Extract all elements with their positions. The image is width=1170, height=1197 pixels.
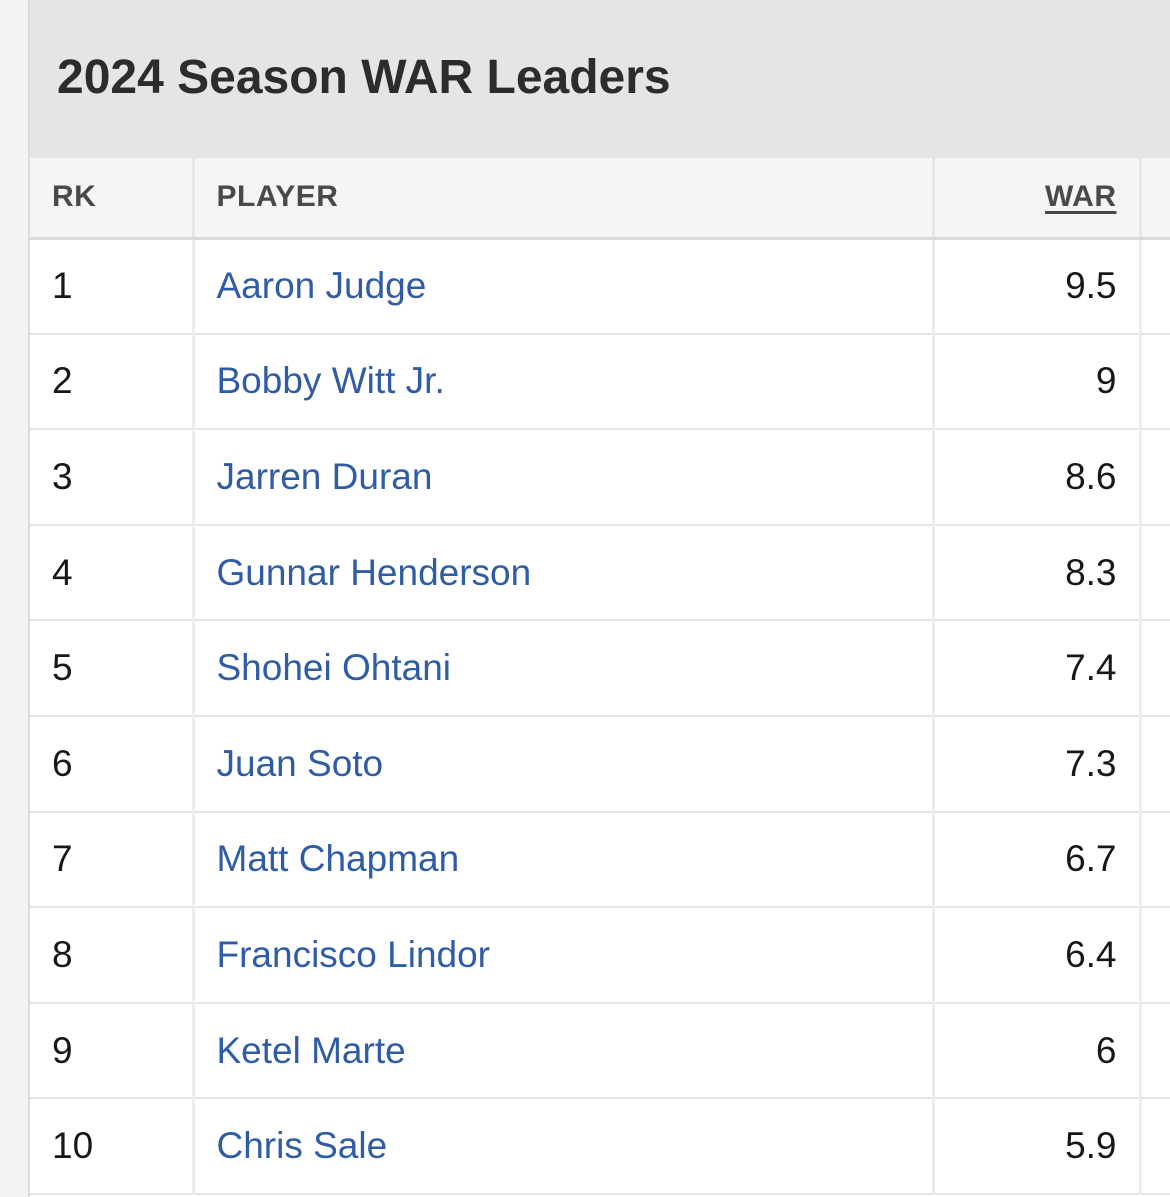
player-cell: Aaron Judge	[193, 238, 935, 335]
rank-cell: 2	[30, 333, 195, 431]
player-cell: Juan Soto	[193, 715, 935, 813]
cut-off-cell	[1140, 429, 1170, 526]
player-cell: Chris Sale	[193, 1098, 935, 1195]
player-column-header: PLAYER	[193, 158, 935, 240]
player-cell: Bobby Witt Jr.	[193, 333, 935, 431]
table-row: 9 Ketel Marte 6	[30, 1002, 1170, 1100]
rank-cell: 6	[30, 715, 195, 813]
rank-cell: 5	[30, 620, 195, 717]
war-cell: 7.3	[933, 715, 1142, 813]
player-link[interactable]: Francisco Lindor	[216, 933, 491, 975]
rank-cell: 9	[30, 1002, 195, 1100]
table-row: 5 Shohei Ohtani 7.4	[30, 620, 1170, 717]
player-link[interactable]: Matt Chapman	[216, 838, 460, 880]
war-cell: 8.3	[933, 524, 1142, 622]
player-link[interactable]: Ketel Marte	[216, 1029, 406, 1071]
war-cell: 8.6	[933, 429, 1142, 526]
cut-off-cell	[1140, 1002, 1170, 1100]
player-cell: Shohei Ohtani	[193, 620, 935, 717]
rank-cell: 10	[30, 1098, 195, 1195]
rank-cell: 8	[30, 907, 195, 1004]
player-cell: Francisco Lindor	[193, 907, 935, 1004]
cut-off-cell	[1140, 620, 1170, 717]
war-column-header[interactable]: WAR	[933, 158, 1142, 240]
table-row: 8 Francisco Lindor 6.4	[30, 907, 1170, 1004]
cut-off-cell	[1140, 715, 1170, 813]
cut-off-cell	[1140, 524, 1170, 622]
war-cell: 6	[933, 1002, 1142, 1100]
rank-column-header: RK	[30, 158, 195, 240]
player-link[interactable]: Juan Soto	[216, 742, 384, 784]
player-cell: Ketel Marte	[193, 1002, 935, 1100]
war-cell: 7.4	[933, 620, 1142, 717]
cut-off-cell	[1140, 1098, 1170, 1195]
table-row: 1 Aaron Judge 9.5	[30, 238, 1170, 335]
player-link[interactable]: Aaron Judge	[216, 265, 427, 307]
war-cell: 6.7	[933, 811, 1142, 909]
table-row: 10 Chris Sale 5.9	[30, 1098, 1170, 1195]
war-cell: 5.9	[933, 1098, 1142, 1195]
player-link[interactable]: Chris Sale	[216, 1125, 388, 1167]
war-cell: 9.5	[933, 238, 1142, 335]
table-row: 4 Gunnar Henderson 8.3	[30, 524, 1170, 622]
cut-off-cell	[1140, 811, 1170, 909]
war-sort-label[interactable]: WAR	[1045, 180, 1117, 214]
table-title: 2024 Season WAR Leaders	[57, 51, 671, 104]
cut-off-cell	[1140, 238, 1170, 335]
player-link[interactable]: Bobby Witt Jr.	[216, 360, 445, 402]
table-body: 1 Aaron Judge 9.5 2 Bobby Witt Jr. 9 3 Jarren D…	[30, 238, 1170, 1195]
rank-cell: 7	[30, 811, 195, 909]
player-link[interactable]: Shohei Ohtani	[216, 647, 452, 689]
cut-off-cell	[1140, 907, 1170, 1004]
table-row: 6 Juan Soto 7.3	[30, 715, 1170, 813]
cut-off-cell	[1140, 333, 1170, 431]
table-header-row: RK PLAYER WAR	[30, 158, 1170, 240]
table-row: 3 Jarren Duran 8.6	[30, 429, 1170, 526]
left-gutter	[0, 0, 30, 1197]
player-link[interactable]: Gunnar Henderson	[216, 551, 532, 593]
war-cell: 9	[933, 333, 1142, 431]
player-cell: Gunnar Henderson	[193, 524, 935, 622]
war-leaders-table: RK PLAYER WAR 1 Aaron Judge 9.5 2 Bobby Witt…	[30, 158, 1170, 1195]
war-cell: 6.4	[933, 907, 1142, 1004]
rank-cell: 3	[30, 429, 195, 526]
player-cell: Jarren Duran	[193, 429, 935, 526]
title-bar: 2024 Season WAR Leaders	[30, 0, 1170, 158]
table-row: 7 Matt Chapman 6.7	[30, 811, 1170, 909]
table-row: 2 Bobby Witt Jr. 9	[30, 333, 1170, 431]
rank-cell: 1	[30, 238, 195, 335]
cut-off-column-header	[1140, 158, 1170, 240]
player-link[interactable]: Jarren Duran	[216, 455, 433, 497]
player-cell: Matt Chapman	[193, 811, 935, 909]
rank-cell: 4	[30, 524, 195, 622]
